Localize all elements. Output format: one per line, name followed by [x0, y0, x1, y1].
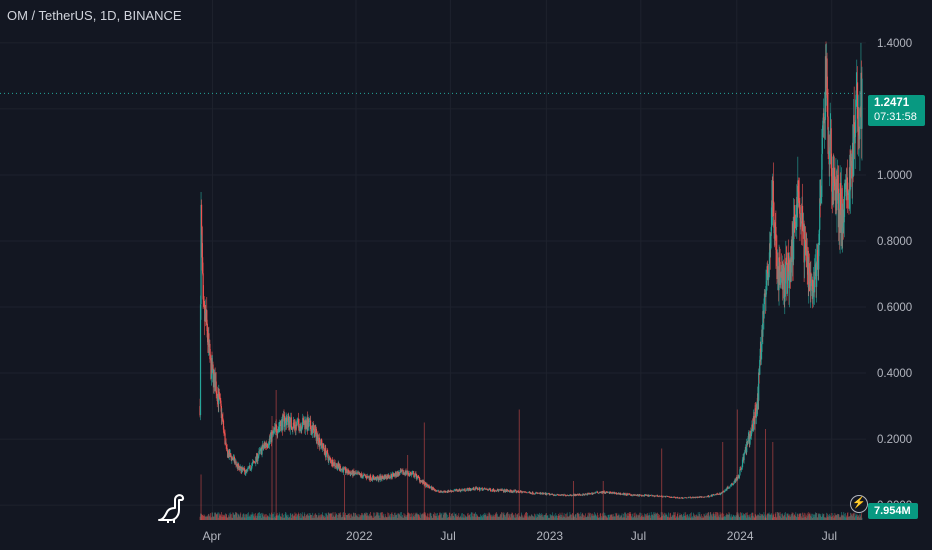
x-tick-label: 2023 — [536, 529, 563, 543]
x-tick-label: Apr — [203, 529, 222, 543]
y-tick-label: 0.4000 — [877, 368, 912, 380]
y-tick-label: 0.2000 — [877, 434, 912, 446]
symbol-title[interactable]: OM / TetherUS, 1D, BINANCE — [7, 8, 182, 23]
y-tick-label: 1.4000 — [877, 38, 912, 50]
x-tick-label: Jul — [631, 529, 646, 543]
volume-value-tag: 7.954M — [868, 503, 918, 519]
last-price-tag: 1.2471 07:31:58 — [868, 95, 925, 126]
y-tick-label: 0.6000 — [877, 302, 912, 314]
x-tick-label: Jul — [440, 529, 455, 543]
bar-countdown: 07:31:58 — [874, 111, 917, 123]
lightning-icon[interactable]: ⚡ — [850, 495, 868, 513]
x-tick-label: 2022 — [346, 529, 373, 543]
y-tick-label: 0.8000 — [877, 236, 912, 248]
x-tick-label: Jul — [822, 529, 837, 543]
dinosaur-icon[interactable] — [155, 490, 189, 524]
x-tick-label: 2024 — [727, 529, 754, 543]
last-price-value: 1.2471 — [874, 97, 910, 109]
y-tick-label: 1.0000 — [877, 170, 912, 182]
